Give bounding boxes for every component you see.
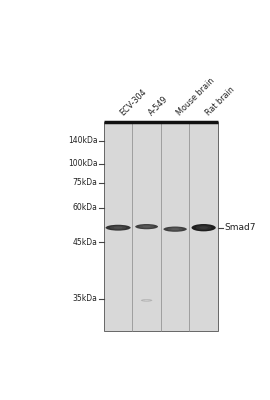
- Ellipse shape: [135, 224, 158, 229]
- Ellipse shape: [167, 228, 183, 231]
- Ellipse shape: [171, 228, 179, 230]
- Text: 100kDa: 100kDa: [68, 159, 97, 168]
- Text: 35kDa: 35kDa: [73, 294, 97, 303]
- Ellipse shape: [145, 300, 148, 301]
- Text: 140kDa: 140kDa: [68, 136, 97, 145]
- Text: Smad7: Smad7: [224, 223, 256, 232]
- Ellipse shape: [163, 226, 187, 232]
- Ellipse shape: [141, 299, 152, 302]
- Bar: [104, 122, 218, 331]
- Ellipse shape: [139, 225, 154, 228]
- Ellipse shape: [191, 224, 216, 231]
- Ellipse shape: [196, 225, 211, 230]
- Text: Rat brain: Rat brain: [204, 85, 236, 117]
- Text: A-549: A-549: [147, 94, 170, 117]
- Text: ECV-304: ECV-304: [118, 87, 148, 117]
- Text: 60kDa: 60kDa: [73, 203, 97, 212]
- Text: 75kDa: 75kDa: [73, 178, 97, 187]
- Ellipse shape: [143, 300, 150, 301]
- Ellipse shape: [143, 226, 151, 228]
- Ellipse shape: [199, 226, 208, 229]
- Ellipse shape: [106, 225, 131, 231]
- Text: Mouse brain: Mouse brain: [175, 76, 216, 117]
- Ellipse shape: [114, 227, 123, 229]
- Text: 45kDa: 45kDa: [73, 238, 97, 247]
- Ellipse shape: [110, 226, 126, 230]
